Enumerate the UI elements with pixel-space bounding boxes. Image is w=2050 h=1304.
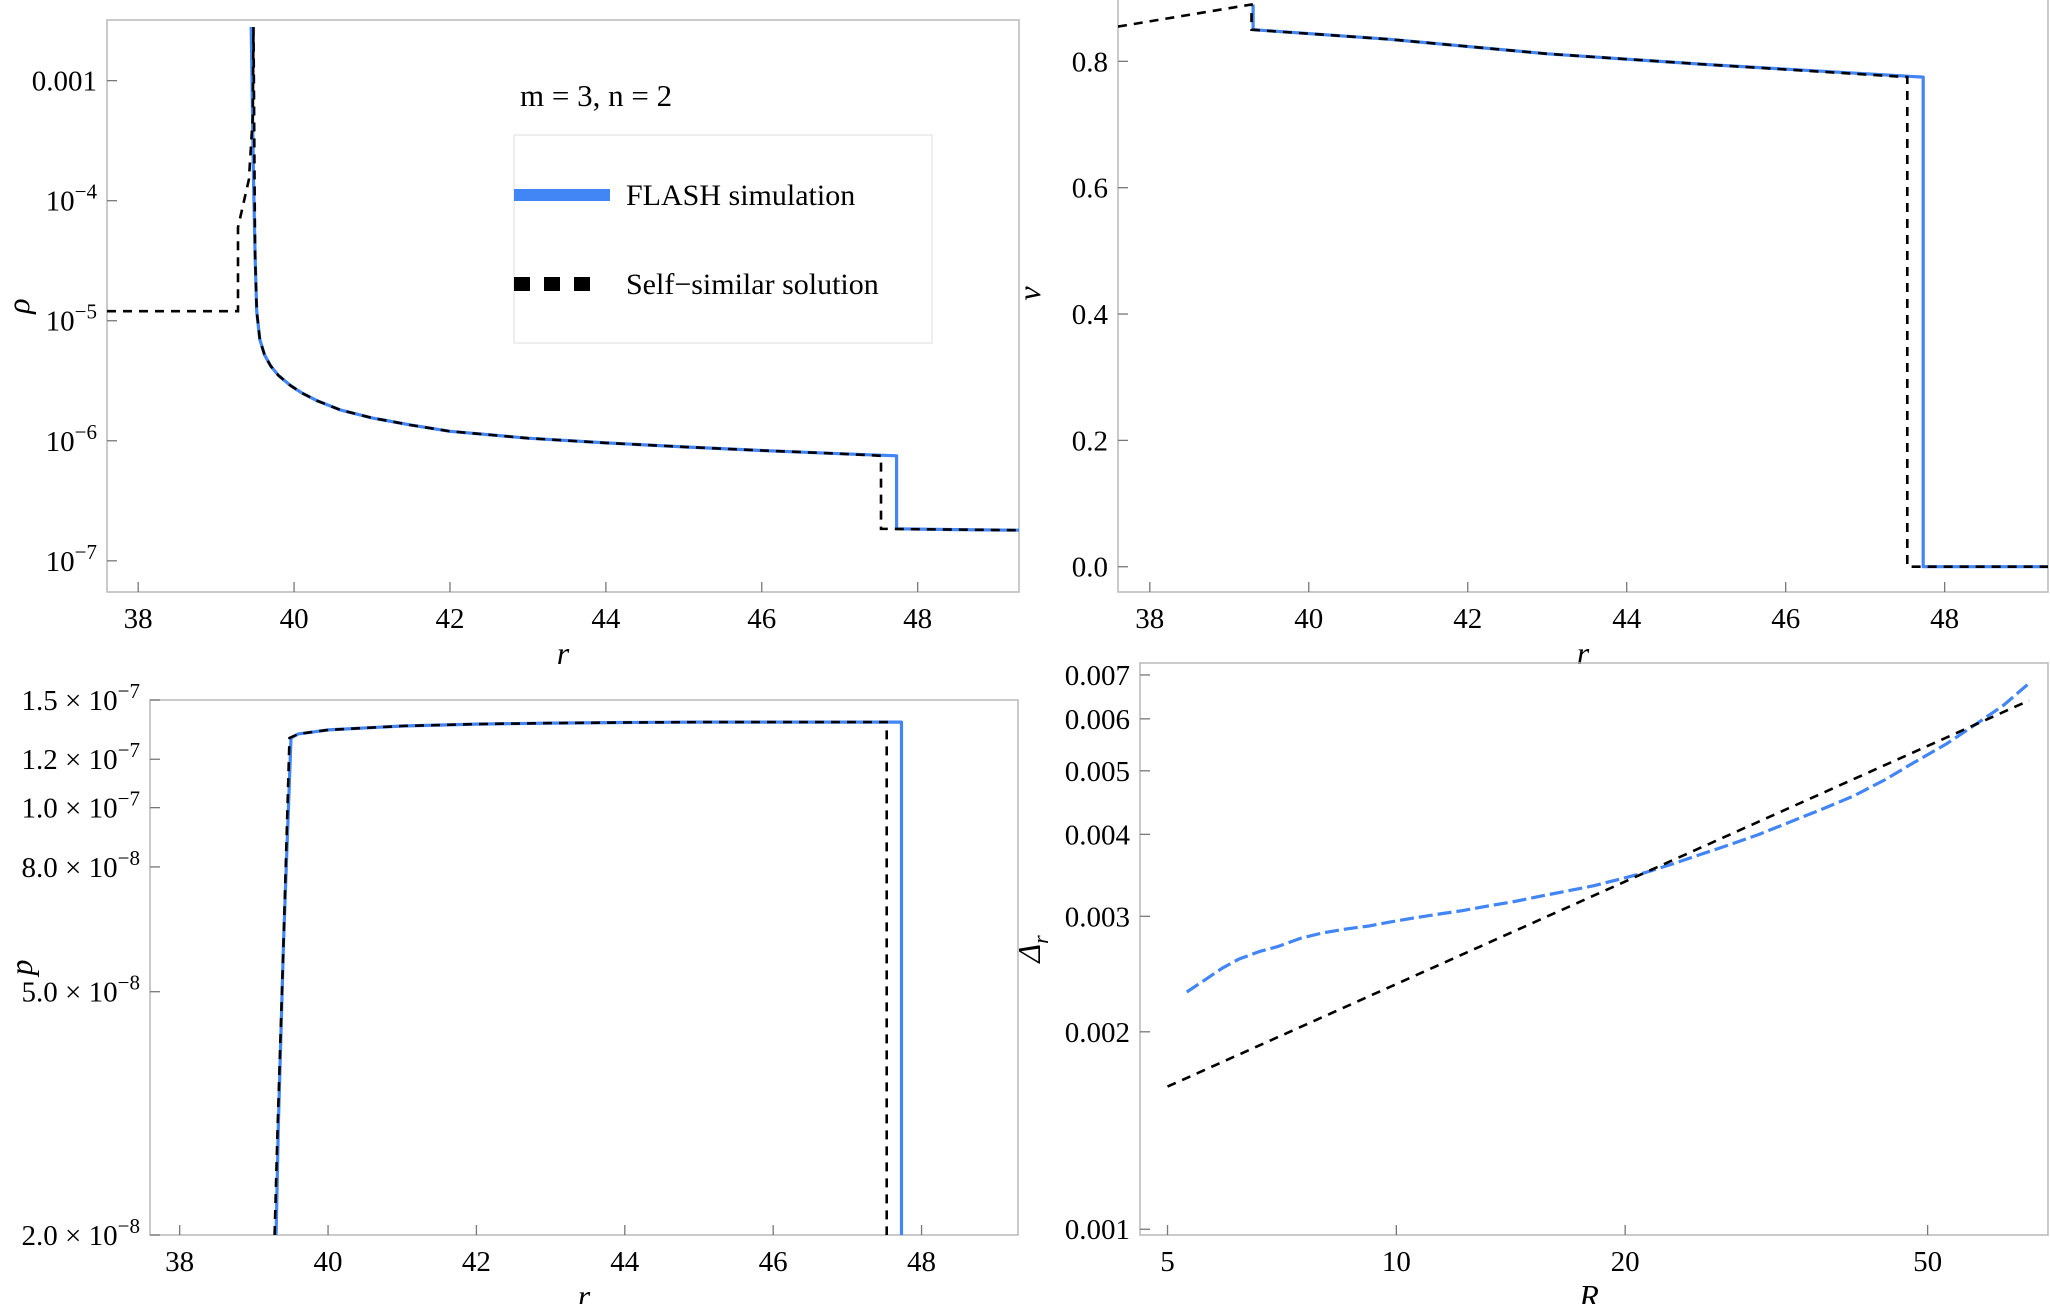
x-tick-label: 42: [435, 603, 464, 635]
x-tick-label: 44: [591, 603, 621, 635]
x-tick-label: 5: [1160, 1246, 1175, 1278]
x-tick-label: 48: [907, 1246, 936, 1278]
x-tick-label: 20: [1611, 1246, 1640, 1278]
y-tick-label: 10−4: [46, 180, 98, 218]
y-tick-label: 2.0 × 10−8: [22, 1214, 140, 1252]
y-tick-label: 8.0 × 10−8: [22, 846, 140, 884]
y-tick-label: 0.001: [32, 66, 97, 98]
y-tick-label: 10−7: [46, 540, 97, 578]
y-tick-label: 1.5 × 10−7: [22, 679, 140, 717]
x-axis-label: r: [557, 635, 570, 671]
x-tick-label: 40: [1294, 603, 1323, 635]
y-axis-label: ρ: [0, 298, 36, 314]
y-tick-label: 1.0 × 10−7: [22, 787, 140, 825]
plot-frame: [149, 699, 1019, 1236]
flash-simulation-line: [1185, 681, 2031, 994]
self-similar-line: [107, 26, 1019, 532]
x-tick-label: 50: [1913, 1246, 1942, 1278]
legend: m = 3, n = 2 FLASH simulation Self−simil…: [513, 78, 933, 344]
x-tick-label: 10: [1382, 1246, 1411, 1278]
x-tick-label: 46: [1771, 603, 1800, 635]
x-tick-label: 44: [1612, 603, 1642, 635]
x-tick-label: 38: [124, 603, 153, 635]
x-tick-label: 48: [1930, 603, 1959, 635]
y-tick-label: 0.002: [1065, 1017, 1130, 1049]
legend-ss-label: Self−similar solution: [626, 268, 879, 301]
y-tick-label: 0.4: [1072, 299, 1109, 331]
y-tick-label: 0.0: [1072, 552, 1108, 584]
x-tick-label: 40: [280, 603, 309, 635]
x-axis-label: Rc: [1578, 1278, 1609, 1304]
legend-title: m = 3, n = 2: [520, 78, 672, 113]
plot-frame: [106, 19, 1020, 593]
y-tick-label: 0.8: [1072, 46, 1108, 78]
y-tick-label: 0.001: [1065, 1214, 1130, 1246]
self-similar-line: [273, 720, 889, 1235]
plot-frame: [1117, 0, 2049, 593]
panel-density: 38 40 42 44 46 48 10−7 10−6 10−5 10−4 0.001 r ρ: [0, 19, 1020, 671]
x-axis-label: r: [1577, 635, 1590, 671]
panel-pressure: 38 40 42 44 46 48 2.0 × 10−8 5.0 × 10−8 8.0 × 10…: [3, 679, 1019, 1304]
x-tick-label: 46: [759, 1246, 788, 1278]
y-tick-label: 0.007: [1065, 660, 1130, 692]
plot-frame: [1139, 662, 2049, 1236]
y-tick-label: 0.005: [1065, 756, 1130, 788]
x-tick-label: 38: [1135, 603, 1164, 635]
y-tick-label: 1.2 × 10−7: [22, 738, 140, 776]
y-tick-label: 10−5: [46, 300, 97, 338]
x-tick-label: 38: [165, 1246, 194, 1278]
x-tick-label: 46: [747, 603, 776, 635]
x-tick-label: 40: [314, 1246, 343, 1278]
y-axis-label: p: [3, 960, 39, 978]
flash-simulation-line: [274, 720, 904, 1235]
y-tick-label: 0.2: [1072, 425, 1108, 457]
y-axis-label: v: [1011, 286, 1047, 301]
x-tick-label: 44: [610, 1246, 640, 1278]
x-tick-label: 42: [1453, 603, 1482, 635]
x-tick-label: 48: [903, 603, 932, 635]
y-tick-label: 0.004: [1065, 819, 1131, 851]
y-tick-label: 5.0 × 10−8: [22, 971, 140, 1009]
y-tick-label: 10−6: [46, 420, 97, 458]
flash-simulation-line: [1251, 4, 2048, 569]
panel-velocity: 38 40 42 44 46 48 0.0 0.2 0.4 0.6 0.8 r v: [1011, 0, 2049, 671]
y-tick-label: 0.003: [1065, 901, 1130, 933]
y-tick-label: 0.006: [1065, 704, 1130, 736]
legend-box: [513, 134, 933, 344]
x-tick-label: 42: [462, 1246, 491, 1278]
x-axis-label: r: [578, 1278, 591, 1304]
y-tick-label: 0.6: [1072, 173, 1108, 205]
legend-sim-label: FLASH simulation: [626, 179, 855, 212]
panel-shell-width: 5 10 20 50 0.001 0.002 0.003 0.004 0.005 0.006 0.0…: [1011, 660, 2049, 1304]
self-similar-line: [1118, 2, 2048, 569]
self-similar-line: [1166, 699, 2030, 1088]
